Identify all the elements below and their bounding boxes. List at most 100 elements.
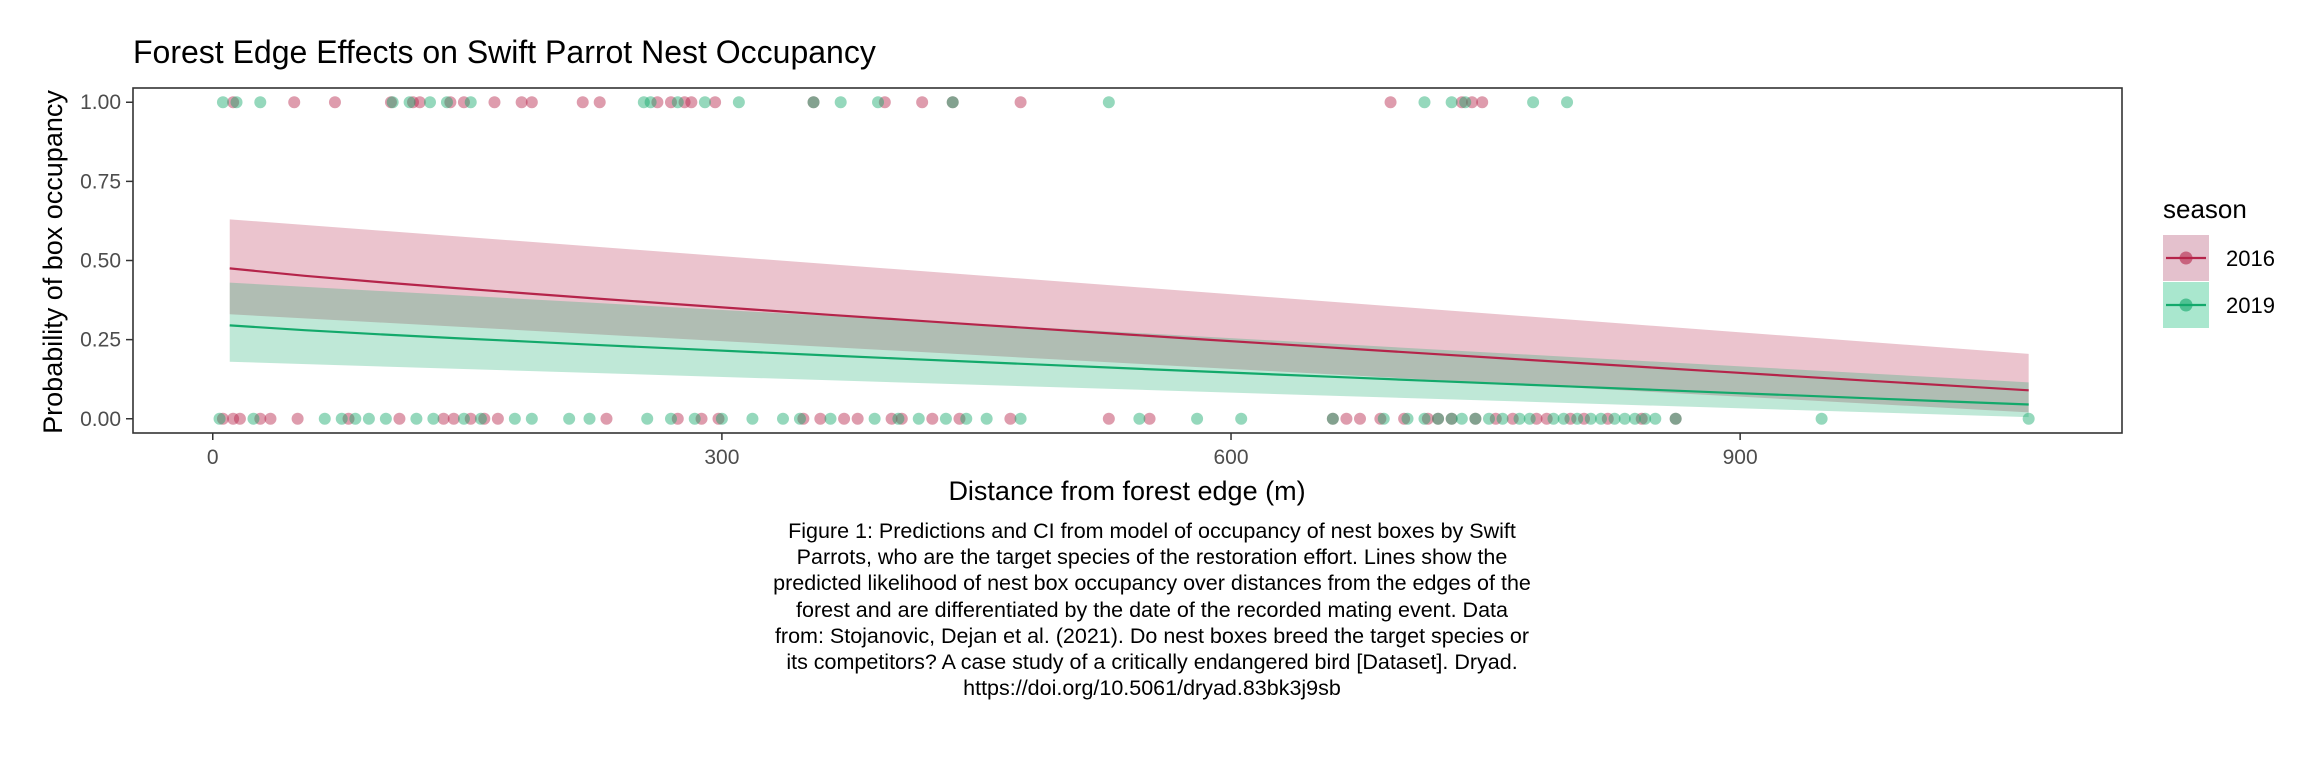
data-point-2019 (216, 96, 229, 109)
data-point-2019 (1235, 412, 1248, 425)
data-point-2016 (1421, 412, 1434, 425)
data-point-2016 (851, 412, 864, 425)
data-point-2019 (946, 96, 959, 109)
data-point-2016 (216, 412, 229, 425)
data-point-2019 (1496, 412, 1509, 425)
data-point-2019 (525, 412, 538, 425)
data-point-2019 (440, 96, 453, 109)
caption-line: predicted likelihood of nest box occupan… (773, 571, 1531, 596)
data-point-2016 (953, 412, 966, 425)
data-point-2019 (379, 412, 392, 425)
data-point-2016 (712, 412, 725, 425)
data-point-2019 (1445, 412, 1458, 425)
y-axis-label: Probability of box occupancy (38, 90, 68, 434)
data-point-2016 (593, 96, 606, 109)
data-point-2019 (1584, 412, 1597, 425)
data-point-2016 (1384, 96, 1397, 109)
data-point-2016 (1340, 412, 1353, 425)
data-point-2016 (227, 96, 240, 109)
data-point-2019 (793, 412, 806, 425)
data-point-2016 (457, 96, 470, 109)
data-point-2019 (715, 412, 728, 425)
data-point-2016 (1398, 412, 1411, 425)
data-point-2019 (637, 96, 650, 109)
data-point-2016 (576, 96, 589, 109)
data-point-2016 (1540, 412, 1553, 425)
data-point-2016 (464, 412, 477, 425)
data-point-2016 (384, 96, 397, 109)
data-point-2019 (318, 412, 331, 425)
data-point-2016 (678, 96, 691, 109)
data-point-2016 (1506, 412, 1519, 425)
data-point-2019 (254, 96, 267, 109)
data-point-2016 (254, 412, 267, 425)
data-point-2016 (444, 96, 457, 109)
data-point-2019 (1445, 96, 1458, 109)
data-point-2016 (1476, 96, 1489, 109)
data-point-2019 (688, 412, 701, 425)
data-point-2016 (291, 412, 304, 425)
data-point-2019 (1482, 412, 1495, 425)
data-point-2019 (423, 96, 436, 109)
data-point-2016 (885, 412, 898, 425)
data-point-2016 (1374, 412, 1387, 425)
data-point-2016 (878, 96, 891, 109)
caption-line: forest and are differentiated by the dat… (796, 597, 1508, 622)
data-point-2016 (407, 96, 420, 109)
data-point-2019 (872, 96, 885, 109)
data-point-2019 (2022, 412, 2035, 425)
data-point-2019 (583, 412, 596, 425)
data-point-2019 (868, 412, 881, 425)
data-point-2019 (1459, 96, 1472, 109)
data-point-2019 (960, 412, 973, 425)
data-point-2019 (1401, 412, 1414, 425)
data-point-2016 (1445, 412, 1458, 425)
data-point-2019 (1594, 412, 1607, 425)
data-point-2019 (563, 412, 576, 425)
data-point-2016 (600, 412, 613, 425)
data-point-2019 (213, 412, 226, 425)
data-point-2016 (1564, 412, 1577, 425)
data-point-2019 (474, 412, 487, 425)
x-tick-label: 900 (1723, 446, 1758, 469)
caption-line: its competitors? A case study of a criti… (786, 650, 1518, 675)
data-point-2019 (834, 96, 847, 109)
data-point-2016 (1601, 412, 1614, 425)
data-point-2019 (230, 96, 243, 109)
legend-label-2016: 2016 (2226, 246, 2275, 271)
data-point-2016 (437, 412, 450, 425)
data-point-2019 (1432, 412, 1445, 425)
data-point-2019 (641, 412, 654, 425)
caption-line: Parrots, who are the target species of t… (796, 545, 1508, 570)
data-point-2019 (1523, 412, 1536, 425)
data-point-2019 (457, 412, 470, 425)
data-point-2016 (797, 412, 810, 425)
data-point-2019 (1571, 412, 1584, 425)
data-point-2019 (403, 96, 416, 109)
y-tick-label: 1.00 (80, 91, 121, 114)
data-point-2016 (814, 412, 827, 425)
data-point-2019 (1649, 412, 1662, 425)
data-point-2016 (342, 412, 355, 425)
data-point-2019 (1527, 96, 1540, 109)
data-point-2019 (664, 412, 677, 425)
data-point-2016 (1466, 96, 1479, 109)
data-point-2019 (698, 96, 711, 109)
data-point-2016 (709, 96, 722, 109)
x-tick-label: 600 (1213, 446, 1248, 469)
x-tick-label: 300 (704, 446, 739, 469)
legend-label-2019: 2019 (2226, 293, 2275, 318)
data-point-2016 (1469, 412, 1482, 425)
x-axis-label: Distance from forest edge (m) (948, 476, 1305, 506)
x-tick-label: 0 (207, 446, 219, 469)
data-point-2016 (671, 412, 684, 425)
figure-caption: Figure 1: Predictions and CI from model … (672, 518, 1632, 701)
data-point-2016 (807, 96, 820, 109)
data-point-2016 (1143, 412, 1156, 425)
data-point-2019 (427, 412, 440, 425)
data-point-2016 (916, 96, 929, 109)
data-point-2016 (393, 412, 406, 425)
data-point-2019 (1014, 412, 1027, 425)
data-point-2016 (1004, 412, 1017, 425)
data-point-2016 (1326, 412, 1339, 425)
